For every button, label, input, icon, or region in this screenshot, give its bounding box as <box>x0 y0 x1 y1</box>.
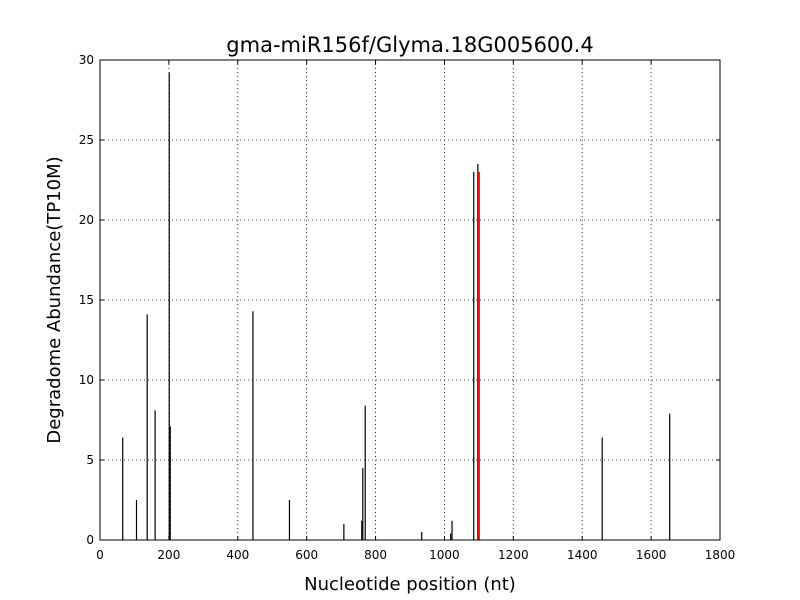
y-tick-label: 0 <box>86 533 94 547</box>
x-tick-label: 1400 <box>567 548 598 562</box>
x-tick-label: 1800 <box>705 548 736 562</box>
y-axis-title: Degradome Abundance(TP10M) <box>44 156 65 443</box>
x-tick-label: 0 <box>96 548 104 562</box>
y-tick-label: 30 <box>79 53 94 67</box>
x-tick-label: 600 <box>295 548 318 562</box>
x-tick-label: 1600 <box>636 548 667 562</box>
ticks: 0 200 400 600 800 1000 1200 1400 1600 1800 0 5 10 15 2… <box>79 53 736 562</box>
y-tick-label: 10 <box>79 373 94 387</box>
grid <box>100 60 720 540</box>
x-tick-label: 1200 <box>498 548 529 562</box>
x-axis-title: Nucleotide position (nt) <box>304 574 516 595</box>
y-tick-label: 25 <box>79 133 94 147</box>
x-tick-label: 400 <box>226 548 249 562</box>
x-tick-label: 800 <box>364 548 387 562</box>
y-tick-label: 20 <box>79 213 94 227</box>
x-tick-label: 200 <box>157 548 180 562</box>
chart-title: gma-miR156f/Glyma.18G005600.4 <box>226 33 593 57</box>
y-tick-label: 5 <box>86 453 94 467</box>
x-tick-label: 1000 <box>429 548 460 562</box>
y-tick-label: 15 <box>79 293 94 307</box>
bars <box>122 72 671 540</box>
